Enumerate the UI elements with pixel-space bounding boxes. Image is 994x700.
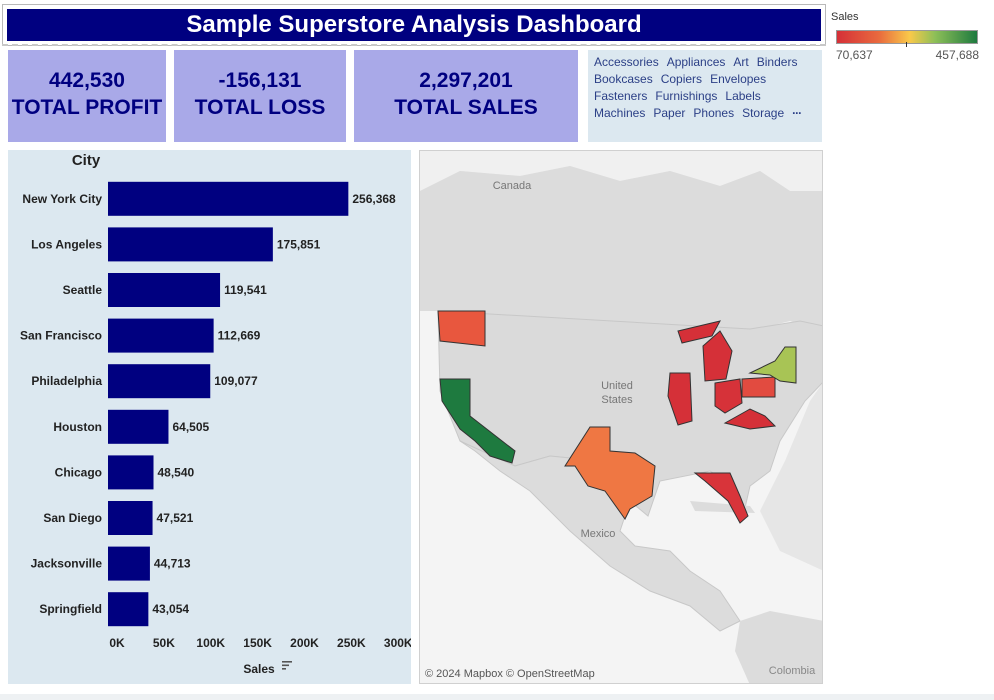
filter-item[interactable]: Accessories <box>594 55 659 69</box>
state-virginia[interactable] <box>723 408 777 430</box>
kpi-value: -156,131 <box>218 69 302 92</box>
state-sales-map[interactable]: Canada United States Mexico Colombia © 2… <box>419 150 823 684</box>
title-divider <box>2 44 826 46</box>
map-attribution: © 2024 Mapbox © OpenStreetMap <box>425 668 595 680</box>
kpi-total-profit: 442,530 TOTAL PROFIT <box>8 50 166 142</box>
bar-value-label: 109,077 <box>214 374 258 388</box>
x-tick-label: 100K <box>196 636 225 650</box>
canada-region <box>420 166 822 331</box>
title-frame: Sample Superstore Analysis Dashboard <box>2 4 826 46</box>
sales-bar[interactable] <box>108 227 273 262</box>
kpi-label: TOTAL LOSS <box>194 96 326 119</box>
x-tick-label: 150K <box>243 636 272 650</box>
x-axis-label: Sales <box>243 662 275 676</box>
bar-value-label: 64,505 <box>172 420 209 434</box>
sales-bar[interactable] <box>108 592 149 627</box>
city-label: San Francisco <box>20 329 102 343</box>
legend-min: 70,637 <box>836 48 873 62</box>
sort-icon[interactable] <box>282 661 292 670</box>
state-texas[interactable] <box>564 426 656 520</box>
city-label: Chicago <box>55 465 102 479</box>
filter-item[interactable]: Labels <box>725 89 761 103</box>
sales-bar[interactable] <box>108 455 154 490</box>
state-michigan[interactable] <box>702 330 733 382</box>
filter-item[interactable]: Machines <box>594 106 646 120</box>
bar-value-label: 43,054 <box>152 602 189 616</box>
bar-value-label: 47,521 <box>157 511 194 525</box>
filter-item[interactable]: Fasteners <box>594 89 648 103</box>
city-label: Springfield <box>39 602 102 616</box>
state-pennsylvania[interactable] <box>741 376 776 398</box>
more-options-icon[interactable]: ··· <box>792 106 802 120</box>
sales-bar[interactable] <box>108 501 153 535</box>
map-label-us-1: United <box>601 380 633 392</box>
x-tick-label: 0K <box>109 636 125 650</box>
state-washington[interactable] <box>437 310 486 347</box>
chart-title: City <box>72 152 101 169</box>
city-label: Philadelphia <box>31 374 102 388</box>
x-tick-label: 200K <box>290 636 319 650</box>
x-tick-label: 50K <box>153 636 175 650</box>
map-label-colombia: Colombia <box>769 665 816 677</box>
sales-color-legend: Sales 70,637 457,688 <box>830 8 990 68</box>
state-ohio[interactable] <box>714 378 743 414</box>
kpi-value: 2,297,201 <box>419 69 513 92</box>
legend-title: Sales <box>831 11 859 23</box>
sales-bar[interactable] <box>108 364 211 399</box>
legend-gradient <box>836 30 978 44</box>
filter-item[interactable]: Binders <box>756 55 798 69</box>
legend-max: 457,688 <box>935 48 979 62</box>
filter-item[interactable]: Envelopes <box>710 72 767 86</box>
city-label: San Diego <box>43 511 102 525</box>
x-tick-label: 300K <box>384 636 411 650</box>
south-america-region <box>735 611 822 683</box>
dashboard-title: Sample Superstore Analysis Dashboard <box>7 9 821 41</box>
state-florida[interactable] <box>693 472 749 524</box>
sales-bar[interactable] <box>108 273 221 307</box>
filter-item[interactable]: Phones <box>693 106 735 120</box>
city-label: New York City <box>22 192 102 206</box>
filter-item[interactable]: Copiers <box>660 72 703 86</box>
city-sales-chart: City New York City 256,368 Los Angeles 175,… <box>8 150 413 684</box>
city-label: Houston <box>53 420 102 434</box>
bar-value-label: 112,669 <box>218 329 261 343</box>
filter-item[interactable]: Bookcases <box>594 72 653 86</box>
kpi-total-sales: 2,297,201 TOTAL SALES <box>354 50 578 142</box>
bar-value-label: 175,851 <box>277 237 321 251</box>
filter-item[interactable]: Furnishings <box>655 89 718 103</box>
filter-item[interactable]: Art <box>733 55 749 69</box>
kpi-label: TOTAL SALES <box>394 96 538 119</box>
kpi-label: TOTAL PROFIT <box>11 96 163 119</box>
sub-category-filter: Accessories Appliances Art Binders Bookc… <box>588 50 822 142</box>
sales-bar[interactable] <box>108 546 150 581</box>
bar-value-label: 256,368 <box>352 192 396 206</box>
city-label: Seattle <box>63 283 103 297</box>
city-label: Jacksonville <box>31 557 103 571</box>
map-label-canada: Canada <box>493 180 532 192</box>
sales-bar[interactable] <box>108 409 169 444</box>
filter-item[interactable]: Storage <box>742 106 785 120</box>
bar-chart-svg: City New York City 256,368 Los Angeles 175,… <box>20 152 413 676</box>
state-california[interactable] <box>439 378 516 464</box>
kpi-value: 442,530 <box>49 69 125 92</box>
bar-value-label: 48,540 <box>158 465 195 479</box>
kpi-total-loss: -156,131 TOTAL LOSS <box>174 50 346 142</box>
filter-item[interactable]: Paper <box>653 106 686 120</box>
arctic-water <box>420 151 822 191</box>
filter-item[interactable]: Appliances <box>666 55 726 69</box>
state-new-york[interactable] <box>748 346 797 384</box>
map-svg: Canada United States Mexico Colombia © 2… <box>420 151 822 683</box>
state-illinois[interactable] <box>667 372 693 426</box>
bar-value-label: 119,541 <box>224 283 267 297</box>
map-label-us-2: States <box>601 394 633 406</box>
sales-bar[interactable] <box>108 318 214 353</box>
legend-tick <box>906 42 907 47</box>
sales-bar[interactable] <box>108 181 349 216</box>
x-tick-label: 250K <box>337 636 366 650</box>
map-label-mexico: Mexico <box>581 528 616 540</box>
bar-value-label: 44,713 <box>154 557 191 571</box>
bottom-strip <box>0 694 994 700</box>
state-michigan-upper[interactable] <box>677 320 721 344</box>
city-label: Los Angeles <box>31 237 102 251</box>
